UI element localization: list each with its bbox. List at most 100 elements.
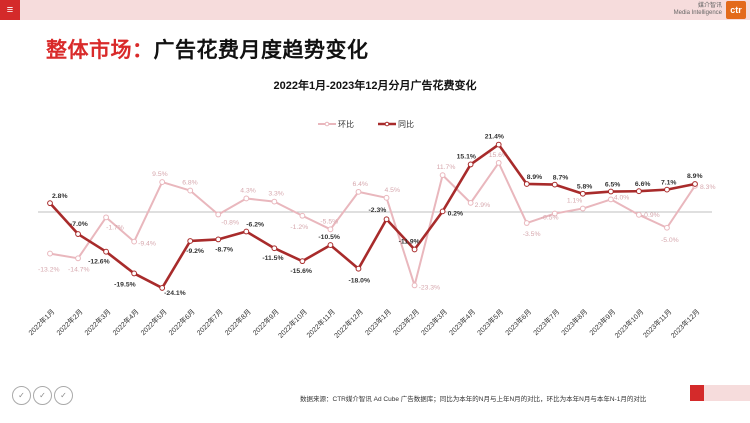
mom-data-label: 6.8% [182,180,198,187]
legend-marker-icon [384,121,390,127]
footer-accent-red [690,385,704,401]
mom-data-label: -1.2% [290,224,308,231]
mom-point [607,196,614,203]
mom-point [411,282,418,289]
mom-data-label: 2.9% [475,202,491,209]
yoy-data-label: 15.1% [457,153,476,160]
footer-accent-pink [704,385,750,401]
top-banner [0,0,750,20]
certification-badge-icon: ✓ [54,386,73,405]
yoy-data-label: -15.6% [290,268,312,275]
yoy-data-label: 6.6% [635,181,651,188]
mom-point [75,255,81,262]
x-axis-tick-label: 2022年3月 [82,307,112,337]
mom-point [636,211,642,218]
mom-point [355,188,362,195]
yoy-data-label: -9.2% [186,248,204,255]
mom-point [215,211,222,218]
mom-data-label: -1.7% [106,224,124,231]
x-axis-tick-label: 2022年5月 [139,307,169,337]
mom-data-label: -23.3% [419,284,441,291]
mom-data-label: -5.5% [320,218,338,225]
mom-data-label: -5.0% [661,237,679,244]
yoy-line [49,143,696,290]
x-axis-tick-label: 2023年4月 [447,307,477,337]
x-axis-tick-label: 2023年9月 [587,307,617,337]
yoy-point [187,238,194,244]
mom-point [523,220,530,226]
x-axis-tick-label: 2022年11月 [304,307,336,339]
mom-point [103,214,109,221]
mom-data-label: -0.8% [221,220,239,227]
legend-marker-icon [324,121,330,127]
x-axis-tick-label: 2022年9月 [251,307,281,337]
mom-point [271,198,278,205]
certification-badge-icon: ✓ [33,386,52,405]
mom-point [243,195,250,202]
x-axis-tick-label: 2023年6月 [503,307,533,337]
yoy-data-label: -11.5% [262,255,283,262]
x-axis-tick-label: 2023年11月 [641,307,673,339]
yoy-data-label: 8.7% [553,175,569,182]
yoy-data-label: -24.1% [164,290,186,297]
yoy-point [299,258,306,265]
yoy-point [579,190,586,197]
mom-data-label: 8.3% [700,184,716,191]
yoy-point [467,161,474,168]
certification-badge-icon: ✓ [12,386,31,405]
mom-point [131,238,138,245]
x-axis-tick-label: 2022年2月 [54,307,84,337]
x-axis-tick-label: 2022年1月 [26,307,56,337]
yoy-point [327,242,334,248]
page-title-main: 广告花费月度趋势变化 [153,39,369,62]
mom-point [439,172,446,179]
mom-data-label: 3.3% [268,191,284,198]
x-axis-tick-label: 2023年5月 [475,307,505,337]
mom-data-label: -3.5% [523,231,541,238]
legend-label: 环比 [338,119,354,129]
yoy-point [271,245,278,252]
chart-title: 2022年1月-2023年12月分月广告花费变化 [273,80,477,92]
mom-point [299,212,306,219]
certification-badges: ✓ ✓ ✓ [12,386,73,405]
yoy-data-label: -7.0% [70,221,88,228]
menu-icon[interactable]: ≡ [0,0,20,20]
yoy-data-label: -6.2% [246,222,264,229]
brand-text: 媒介智讯 Media Intelligence [674,3,722,17]
yoy-data-label: -2.3% [369,207,387,214]
mom-point [383,194,390,201]
yoy-data-label: 5.8% [577,184,593,191]
yoy-point [692,181,698,187]
brand-cn: 媒介智讯 [697,3,722,9]
x-axis-tick-label: 2022年4月 [111,307,141,337]
yoy-data-label: -12.6% [88,259,110,266]
brand-en: Media Intelligence [673,10,722,16]
yoy-data-label: -19.5% [114,281,136,288]
mom-data-label: 1.1% [567,198,583,205]
x-axis-tick-label: 2023年1月 [363,307,393,337]
mom-point [47,250,53,257]
yoy-data-label: 0.2% [448,210,464,217]
mom-point [327,226,334,233]
yoy-point [636,188,642,195]
x-axis-tick-label: 2023年3月 [419,307,449,337]
yoy-point [243,228,250,235]
yoy-point [355,265,362,272]
mom-point [495,159,502,166]
mom-data-label: 11.7% [437,164,456,171]
mom-data-label: 4.0% [614,194,630,201]
mom-data-label: 9.5% [152,171,168,178]
mom-data-label: -9.4% [138,241,156,248]
yoy-point [131,270,138,277]
page-title: 整体市场：广告花费月度趋势变化 [46,34,369,64]
mom-point [664,224,670,231]
yoy-data-label: 21.4% [485,134,504,141]
mom-point [159,179,166,185]
mom-point [187,187,194,194]
x-axis-tick-label: 2023年7月 [531,307,561,337]
x-axis-tick-label: 2023年2月 [391,307,421,337]
yoy-data-label: 8.9% [687,173,703,180]
yoy-data-label: -10.5% [318,234,340,241]
yoy-data-label: -8.7% [215,246,233,253]
